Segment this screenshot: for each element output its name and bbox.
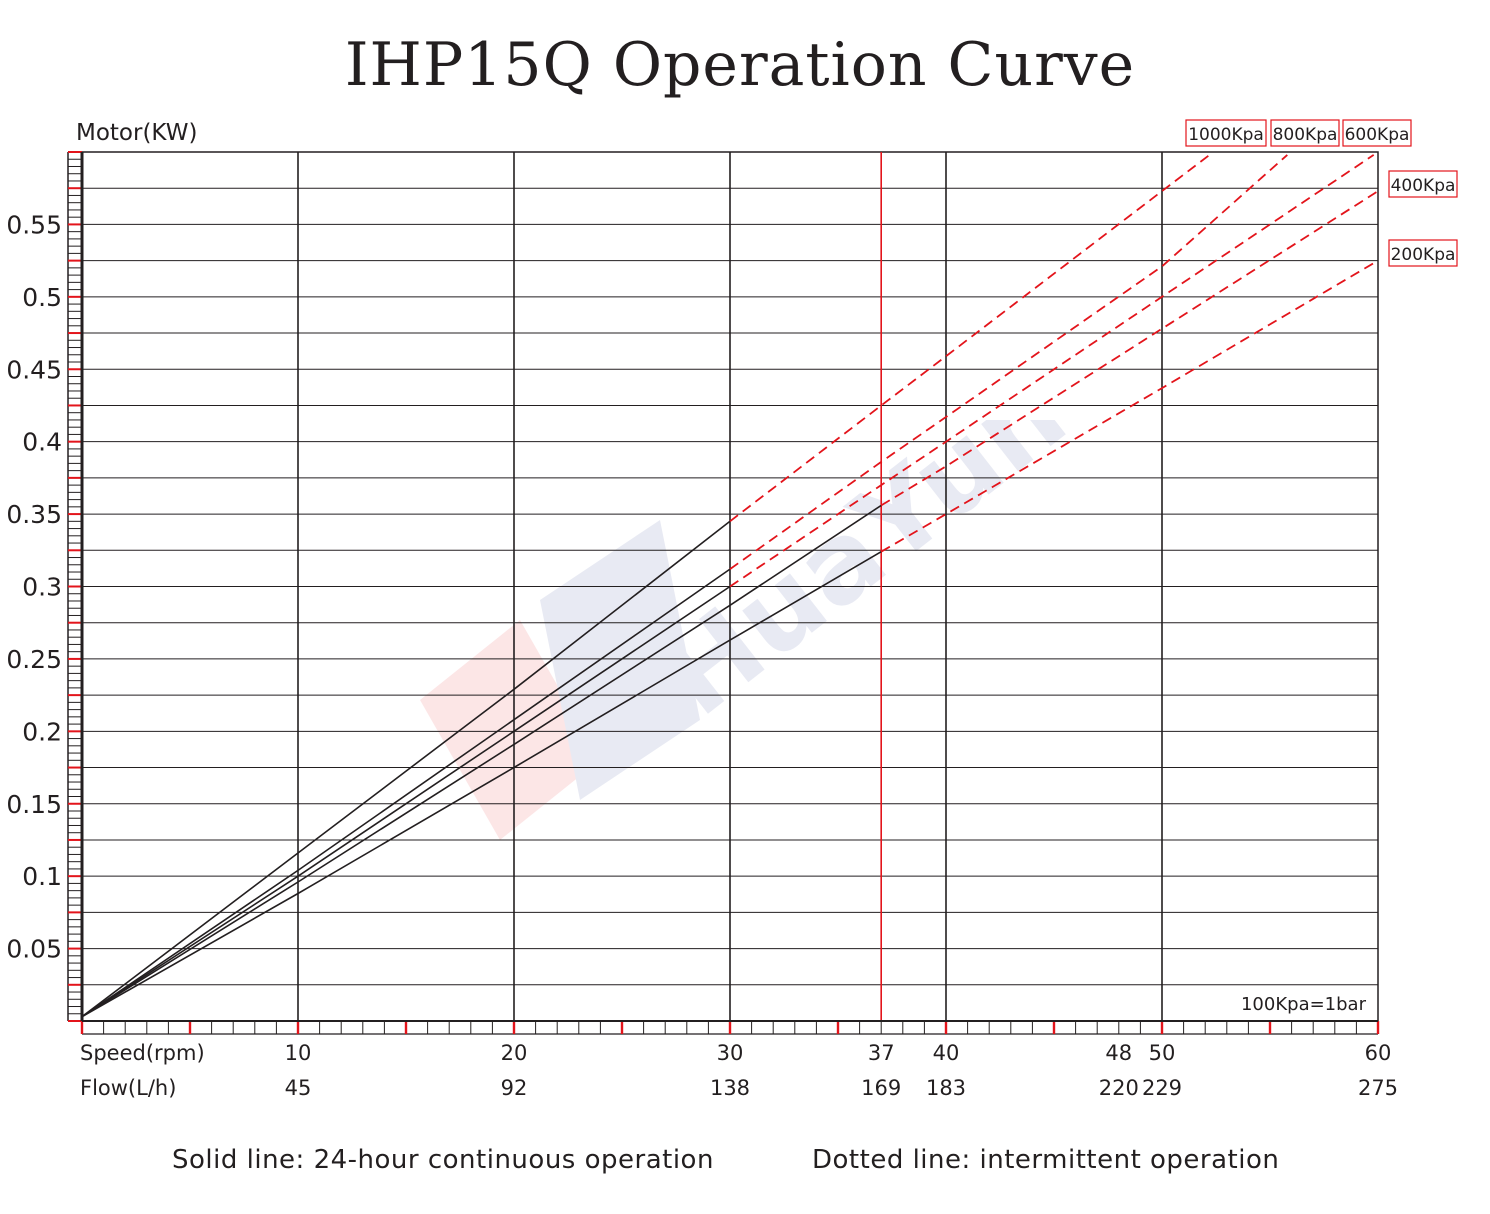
x-tick-label-flow: 229 (1142, 1076, 1182, 1100)
y-tick-label: 0.45 (6, 355, 62, 384)
series-legend: 1000Kpa 800Kpa 600Kpa 400Kpa 200Kpa (1185, 119, 1458, 267)
curve-dotted-200Kpa (880, 259, 1379, 553)
legend-label-800Kpa: 800Kpa (1273, 125, 1338, 145)
x-tick-label-flow: 45 (285, 1076, 312, 1100)
x-tick-label-flow: 220 (1099, 1076, 1139, 1100)
legend-label-400Kpa: 400Kpa (1391, 176, 1456, 196)
x-axis-label-speed: Speed(rpm) (80, 1041, 205, 1065)
dotted-line-note: Dotted line: intermittent operation (812, 1145, 1280, 1175)
x-axis-label-flow: Flow(L/h) (80, 1076, 176, 1100)
legend-box-400Kpa (1388, 170, 1458, 198)
unit-note: 100Kpa=1bar (1241, 994, 1367, 1015)
x-tick-label-speed: 30 (717, 1041, 744, 1065)
x-tick-label-speed: 50 (1149, 1041, 1176, 1065)
axis-rulers (67, 151, 1380, 1035)
y-tick-label: 0.4 (22, 428, 62, 457)
y-tick-label: 0.2 (22, 717, 62, 746)
grid-layer (81, 151, 1379, 1022)
legend-box-200Kpa (1388, 239, 1458, 267)
curve-layer (81, 154, 1379, 1018)
x-tick-label-flow: 169 (861, 1076, 901, 1100)
x-tick-label-speed: 60 (1365, 1041, 1392, 1065)
x-tick-label-speed: 10 (285, 1041, 312, 1065)
y-tick-label: 0.05 (6, 935, 62, 964)
x-tick-label-flow: 275 (1358, 1076, 1398, 1100)
y-axis-label: Motor(KW) (76, 120, 197, 146)
x-tick-label-flow: 92 (501, 1076, 528, 1100)
x-tick-label-flow: 183 (926, 1076, 966, 1100)
x-tick-label-speed: 37 (868, 1041, 895, 1065)
x-tick-label-flow: 138 (710, 1076, 750, 1100)
y-tick-label: 0.15 (6, 790, 62, 819)
y-tick-label: 0.3 (22, 573, 62, 602)
legend-box-1000Kpa (1185, 119, 1267, 147)
curve-dotted-800Kpa (729, 154, 1288, 570)
y-tick-label: 0.35 (6, 500, 62, 529)
curve-solid-200Kpa (81, 551, 882, 1018)
chart-title: IHP15Q Operation Curve (344, 30, 1136, 100)
curve-dotted-600Kpa (729, 154, 1375, 588)
curve-solid-1000Kpa (81, 520, 731, 1018)
curve-solid-400Kpa (81, 504, 882, 1018)
y-tick-label: 0.55 (6, 210, 62, 239)
axis-labels: Motor(KW) Speed(rpm) Flow(L/h) 100Kpa=1b… (6, 120, 1398, 1100)
y-tick-label: 0.25 (6, 645, 62, 674)
legend-label-200Kpa: 200Kpa (1391, 245, 1456, 265)
solid-line-note: Solid line: 24-hour continuous operation (172, 1145, 714, 1175)
curve-solid-800Kpa (81, 568, 731, 1018)
y-tick-label: 0.1 (22, 862, 62, 891)
legend-box-600Kpa (1342, 119, 1412, 147)
x-tick-label-speed: 40 (933, 1041, 960, 1065)
curve-dotted-1000Kpa (729, 154, 1211, 523)
x-tick-label-speed: 48 (1105, 1041, 1132, 1065)
y-tick-label: 0.5 (22, 283, 62, 312)
curve-solid-600Kpa (81, 585, 731, 1018)
legend-label-600Kpa: 600Kpa (1345, 125, 1410, 145)
legend-box-800Kpa (1270, 119, 1340, 147)
curve-dotted-400Kpa (880, 190, 1379, 507)
x-tick-label-speed: 20 (501, 1041, 528, 1065)
legend-label-1000Kpa: 1000Kpa (1188, 125, 1264, 145)
